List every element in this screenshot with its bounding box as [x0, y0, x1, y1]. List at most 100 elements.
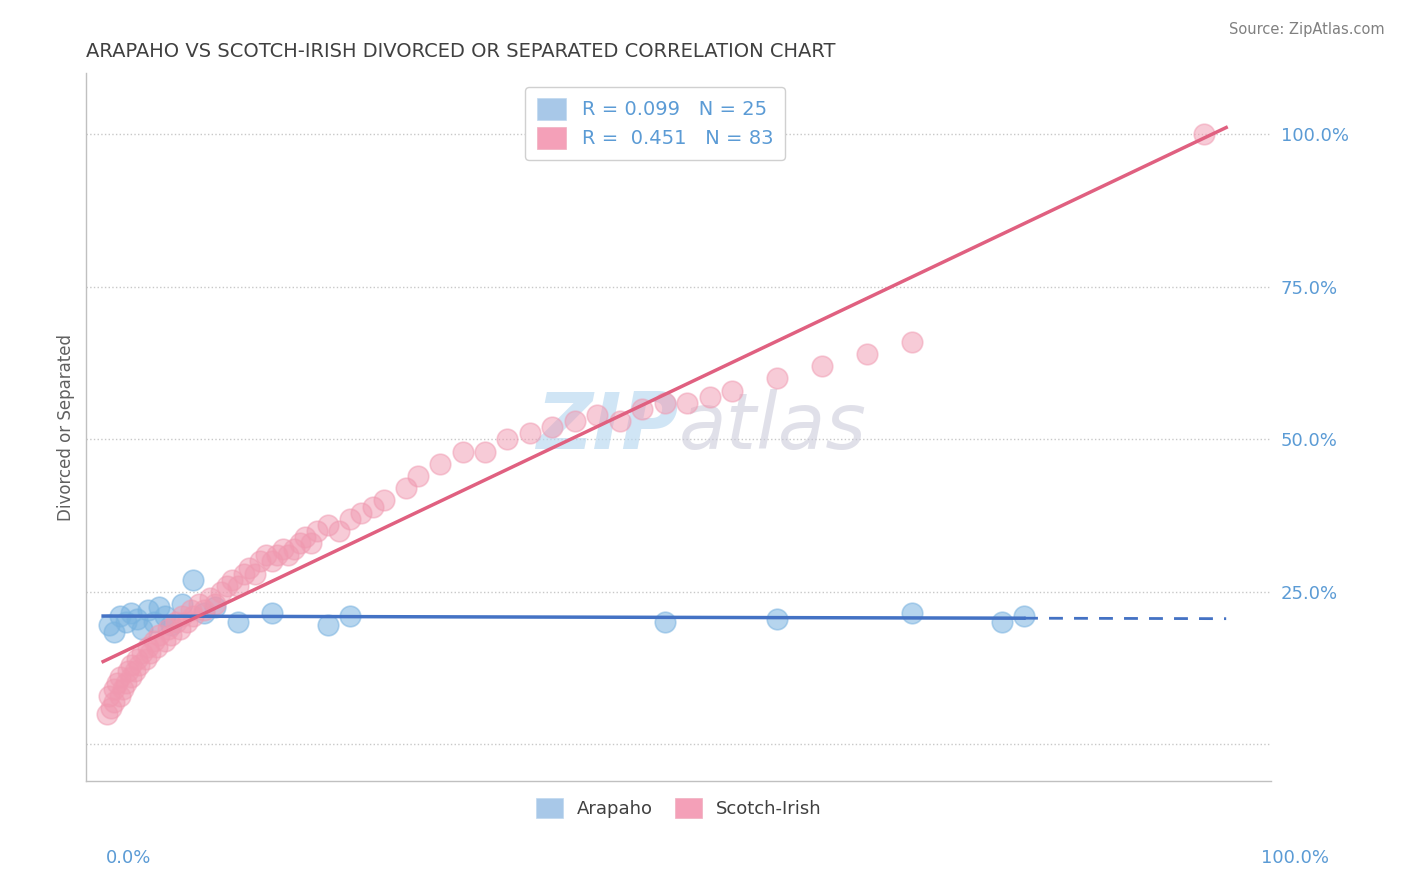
- Point: [277, 549, 299, 563]
- Point: [406, 469, 429, 483]
- Text: Source: ZipAtlas.com: Source: ZipAtlas.com: [1229, 22, 1385, 37]
- Point: [170, 597, 193, 611]
- Point: [103, 695, 125, 709]
- Point: [103, 624, 125, 639]
- Point: [105, 676, 128, 690]
- Point: [108, 670, 131, 684]
- Point: [721, 384, 744, 398]
- Point: [193, 607, 215, 621]
- Point: [97, 689, 120, 703]
- Point: [361, 500, 384, 514]
- Text: 0.0%: 0.0%: [105, 849, 150, 867]
- Point: [148, 600, 170, 615]
- Point: [124, 664, 146, 678]
- Point: [131, 622, 153, 636]
- Point: [226, 615, 249, 630]
- Point: [97, 618, 120, 632]
- Point: [120, 607, 142, 621]
- Point: [159, 627, 181, 641]
- Point: [294, 530, 316, 544]
- Point: [609, 414, 631, 428]
- Point: [128, 658, 150, 673]
- Point: [169, 622, 191, 636]
- Point: [496, 433, 519, 447]
- Text: 100.0%: 100.0%: [1261, 849, 1329, 867]
- Point: [204, 597, 226, 611]
- Point: [120, 658, 142, 673]
- Point: [198, 591, 221, 605]
- Point: [108, 689, 131, 703]
- Point: [238, 560, 260, 574]
- Point: [135, 652, 157, 666]
- Point: [215, 579, 238, 593]
- Point: [114, 676, 136, 690]
- Point: [96, 706, 118, 721]
- Point: [1012, 609, 1035, 624]
- Point: [136, 640, 159, 654]
- Point: [676, 396, 699, 410]
- Point: [148, 627, 170, 641]
- Point: [395, 481, 418, 495]
- Point: [165, 615, 187, 630]
- Point: [271, 542, 294, 557]
- Point: [146, 640, 169, 654]
- Point: [209, 585, 232, 599]
- Point: [249, 554, 271, 568]
- Point: [339, 609, 361, 624]
- Point: [120, 670, 142, 684]
- Point: [350, 506, 373, 520]
- Point: [157, 622, 180, 636]
- Point: [766, 612, 789, 626]
- Point: [429, 457, 451, 471]
- Point: [142, 615, 165, 630]
- Point: [900, 334, 922, 349]
- Point: [541, 420, 564, 434]
- Point: [193, 603, 215, 617]
- Point: [226, 579, 249, 593]
- Point: [654, 615, 676, 630]
- Point: [170, 609, 193, 624]
- Point: [1192, 128, 1215, 142]
- Point: [811, 359, 834, 374]
- Point: [856, 347, 879, 361]
- Point: [474, 444, 496, 458]
- Point: [142, 633, 165, 648]
- Point: [328, 524, 350, 538]
- Point: [108, 609, 131, 624]
- Text: ARAPAHO VS SCOTCH-IRISH DIVORCED OR SEPARATED CORRELATION CHART: ARAPAHO VS SCOTCH-IRISH DIVORCED OR SEPA…: [86, 42, 835, 61]
- Point: [766, 371, 789, 385]
- Y-axis label: Divorced or Separated: Divorced or Separated: [58, 334, 75, 521]
- Point: [125, 652, 148, 666]
- Point: [316, 517, 339, 532]
- Point: [699, 390, 721, 404]
- Point: [316, 618, 339, 632]
- Point: [117, 664, 139, 678]
- Point: [288, 536, 311, 550]
- Point: [631, 401, 654, 416]
- Point: [139, 646, 162, 660]
- Point: [176, 615, 198, 630]
- Legend: Arapaho, Scotch-Irish: Arapaho, Scotch-Irish: [529, 790, 830, 825]
- Point: [305, 524, 328, 538]
- Point: [451, 444, 474, 458]
- Point: [103, 682, 125, 697]
- Point: [153, 633, 176, 648]
- Point: [181, 609, 204, 624]
- Point: [519, 426, 541, 441]
- Point: [260, 554, 283, 568]
- Point: [232, 566, 254, 581]
- Point: [187, 597, 209, 611]
- Point: [586, 408, 609, 422]
- Point: [243, 566, 266, 581]
- Point: [283, 542, 305, 557]
- Point: [299, 536, 322, 550]
- Point: [180, 603, 202, 617]
- Point: [112, 682, 135, 697]
- Point: [254, 549, 277, 563]
- Point: [373, 493, 395, 508]
- Point: [990, 615, 1012, 630]
- Text: atlas: atlas: [679, 389, 866, 466]
- Point: [125, 612, 148, 626]
- Point: [564, 414, 586, 428]
- Point: [136, 603, 159, 617]
